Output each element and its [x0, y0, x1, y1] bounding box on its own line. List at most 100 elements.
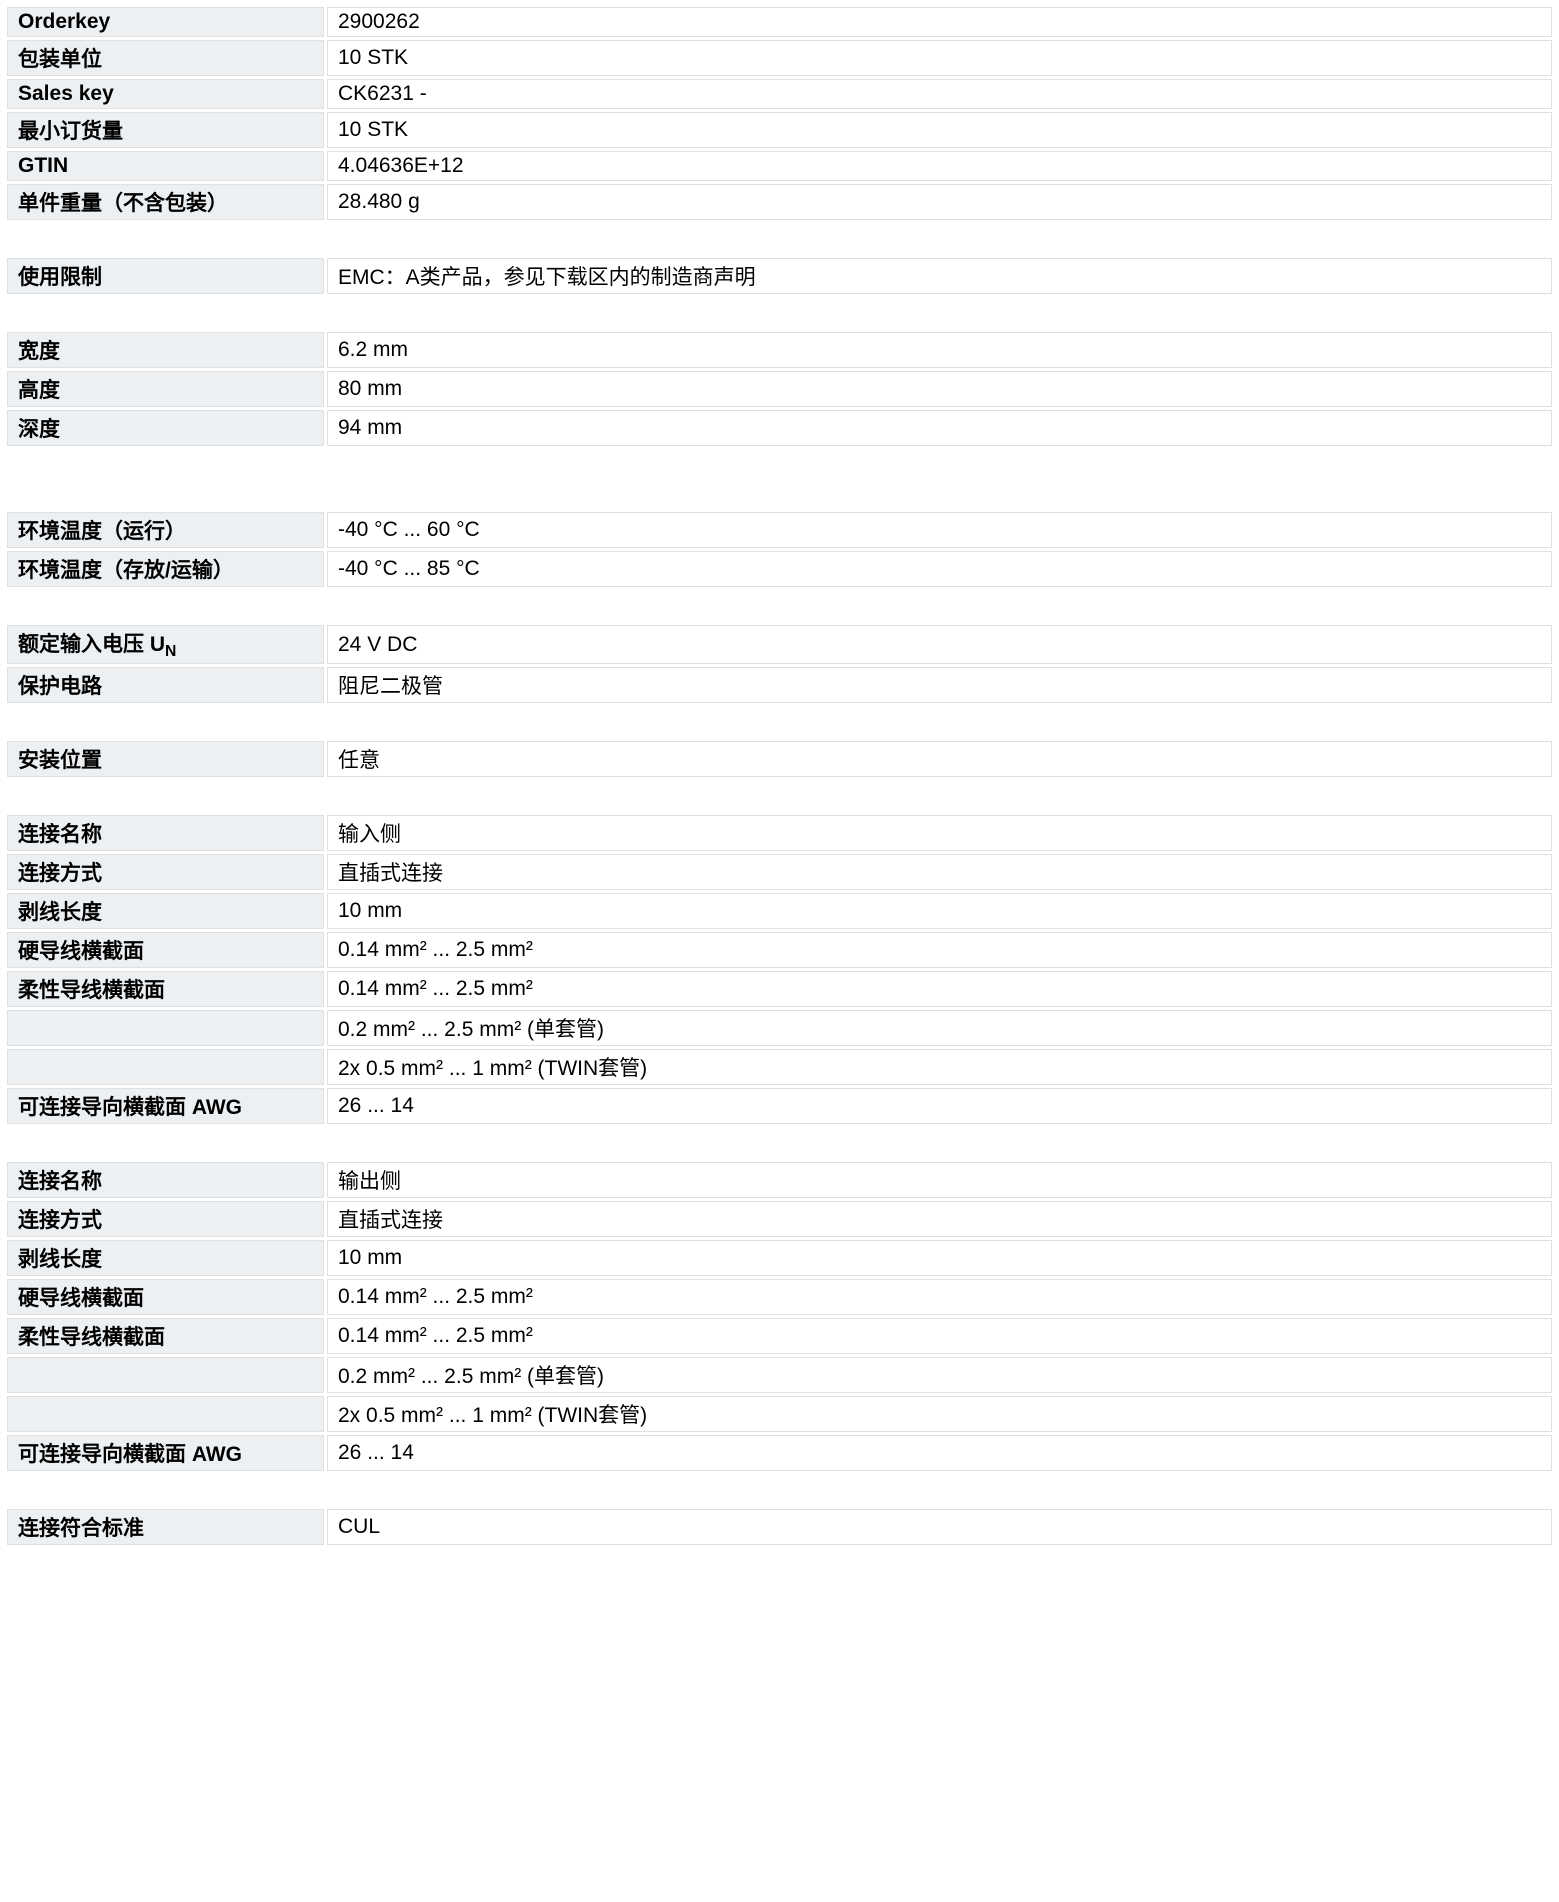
table-row: 可连接导向横截面 AWG26 ... 14	[7, 1435, 1552, 1471]
spec-value: 10 mm	[327, 893, 1552, 929]
spec-table-general: Orderkey2900262包装单位10 STKSales keyCK6231…	[4, 4, 1555, 223]
group-separator	[4, 1127, 1555, 1159]
spec-label: 柔性导线横截面	[7, 971, 324, 1007]
table-row: 保护电路阻尼二极管	[7, 667, 1552, 703]
table-row: 包装单位10 STK	[7, 40, 1552, 76]
group-separator	[4, 780, 1555, 812]
spec-table-dimensions: 宽度6.2 mm高度80 mm深度94 mm	[4, 329, 1555, 449]
spec-label: 环境温度（存放/运输）	[7, 551, 324, 587]
table-row: 连接名称输出侧	[7, 1162, 1552, 1198]
table-row: 深度94 mm	[7, 410, 1552, 446]
spec-label	[7, 1396, 324, 1432]
table-row: 使用限制EMC：A类产品，参见下载区内的制造商声明	[7, 258, 1552, 294]
spec-value: EMC：A类产品，参见下载区内的制造商声明	[327, 258, 1552, 294]
table-row: 2x 0.5 mm² ... 1 mm² (TWIN套管)	[7, 1396, 1552, 1432]
spec-value: -40 °C ... 85 °C	[327, 551, 1552, 587]
table-row: 环境温度（存放/运输）-40 °C ... 85 °C	[7, 551, 1552, 587]
spec-label: 单件重量（不含包装）	[7, 184, 324, 220]
spec-table-usage-limit: 使用限制EMC：A类产品，参见下载区内的制造商声明	[4, 255, 1555, 297]
table-row: Sales keyCK6231 -	[7, 79, 1552, 109]
spec-table-connection-output: 连接名称输出侧连接方式直插式连接剥线长度10 mm硬导线横截面0.14 mm² …	[4, 1159, 1555, 1474]
spec-label: 可连接导向横截面 AWG	[7, 1435, 324, 1471]
spec-table-mounting: 安装位置任意	[4, 738, 1555, 780]
group-separator	[4, 590, 1555, 622]
spec-label: 额定输入电压 UN	[7, 625, 324, 664]
spec-value: 直插式连接	[327, 854, 1552, 890]
group-separator	[4, 223, 1555, 255]
table-row: 剥线长度10 mm	[7, 893, 1552, 929]
spec-label: 高度	[7, 371, 324, 407]
spec-label	[7, 1010, 324, 1046]
spec-tables-container: Orderkey2900262包装单位10 STKSales keyCK6231…	[4, 4, 1555, 1548]
spec-value: 0.2 mm² ... 2.5 mm² (单套管)	[327, 1357, 1552, 1393]
spec-table-standards: 连接符合标准CUL	[4, 1506, 1555, 1548]
table-row: GTIN4.04636E+12	[7, 151, 1552, 181]
group-separator	[4, 449, 1555, 509]
spec-value: 0.14 mm² ... 2.5 mm²	[327, 1279, 1552, 1315]
spec-label	[7, 1049, 324, 1085]
spec-label: 硬导线横截面	[7, 932, 324, 968]
table-row: 硬导线横截面0.14 mm² ... 2.5 mm²	[7, 932, 1552, 968]
spec-value: 0.14 mm² ... 2.5 mm²	[327, 971, 1552, 1007]
spec-value: 94 mm	[327, 410, 1552, 446]
table-row: 宽度6.2 mm	[7, 332, 1552, 368]
spec-label: 连接方式	[7, 854, 324, 890]
table-row: 环境温度（运行）-40 °C ... 60 °C	[7, 512, 1552, 548]
spec-value: 任意	[327, 741, 1552, 777]
table-row: 连接方式直插式连接	[7, 1201, 1552, 1237]
spec-value: CK6231 -	[327, 79, 1552, 109]
table-row: 单件重量（不含包装）28.480 g	[7, 184, 1552, 220]
table-row: 最小订货量10 STK	[7, 112, 1552, 148]
spec-value: 2x 0.5 mm² ... 1 mm² (TWIN套管)	[327, 1396, 1552, 1432]
spec-value: 28.480 g	[327, 184, 1552, 220]
spec-value: 80 mm	[327, 371, 1552, 407]
spec-label: 连接名称	[7, 815, 324, 851]
table-row: 额定输入电压 UN24 V DC	[7, 625, 1552, 664]
spec-label: GTIN	[7, 151, 324, 181]
table-row: 柔性导线横截面0.14 mm² ... 2.5 mm²	[7, 1318, 1552, 1354]
spec-value: 4.04636E+12	[327, 151, 1552, 181]
group-separator	[4, 706, 1555, 738]
spec-value: 直插式连接	[327, 1201, 1552, 1237]
spec-label: 可连接导向横截面 AWG	[7, 1088, 324, 1124]
table-row: 连接符合标准CUL	[7, 1509, 1552, 1545]
spec-value: 10 STK	[327, 40, 1552, 76]
spec-label: 保护电路	[7, 667, 324, 703]
spec-label: 柔性导线横截面	[7, 1318, 324, 1354]
spec-label: 安装位置	[7, 741, 324, 777]
spec-label: 连接符合标准	[7, 1509, 324, 1545]
spec-label: 深度	[7, 410, 324, 446]
table-row: 柔性导线横截面0.14 mm² ... 2.5 mm²	[7, 971, 1552, 1007]
spec-value: -40 °C ... 60 °C	[327, 512, 1552, 548]
spec-label: 剥线长度	[7, 1240, 324, 1276]
spec-label: 最小订货量	[7, 112, 324, 148]
table-row: 连接名称输入侧	[7, 815, 1552, 851]
spec-value: 0.14 mm² ... 2.5 mm²	[327, 1318, 1552, 1354]
group-separator	[4, 1474, 1555, 1506]
spec-label: 宽度	[7, 332, 324, 368]
table-row: 可连接导向横截面 AWG26 ... 14	[7, 1088, 1552, 1124]
spec-value: 2x 0.5 mm² ... 1 mm² (TWIN套管)	[327, 1049, 1552, 1085]
spec-label: 环境温度（运行）	[7, 512, 324, 548]
spec-table-connection-input: 连接名称输入侧连接方式直插式连接剥线长度10 mm硬导线横截面0.14 mm² …	[4, 812, 1555, 1127]
spec-value: 输出侧	[327, 1162, 1552, 1198]
spec-label	[7, 1357, 324, 1393]
table-row: 硬导线横截面0.14 mm² ... 2.5 mm²	[7, 1279, 1552, 1315]
spec-label: 连接名称	[7, 1162, 324, 1198]
spec-table-electrical: 额定输入电压 UN24 V DC保护电路阻尼二极管	[4, 622, 1555, 706]
spec-value: 2900262	[327, 7, 1552, 37]
spec-label: 剥线长度	[7, 893, 324, 929]
spec-value: 10 mm	[327, 1240, 1552, 1276]
spec-value: 26 ... 14	[327, 1435, 1552, 1471]
spec-value: 输入侧	[327, 815, 1552, 851]
spec-label: 包装单位	[7, 40, 324, 76]
table-row: Orderkey2900262	[7, 7, 1552, 37]
spec-value: 6.2 mm	[327, 332, 1552, 368]
spec-label: 硬导线横截面	[7, 1279, 324, 1315]
spec-label: 连接方式	[7, 1201, 324, 1237]
spec-value: 26 ... 14	[327, 1088, 1552, 1124]
spec-value: 24 V DC	[327, 625, 1552, 664]
spec-value: 10 STK	[327, 112, 1552, 148]
table-row: 安装位置任意	[7, 741, 1552, 777]
table-row: 剥线长度10 mm	[7, 1240, 1552, 1276]
